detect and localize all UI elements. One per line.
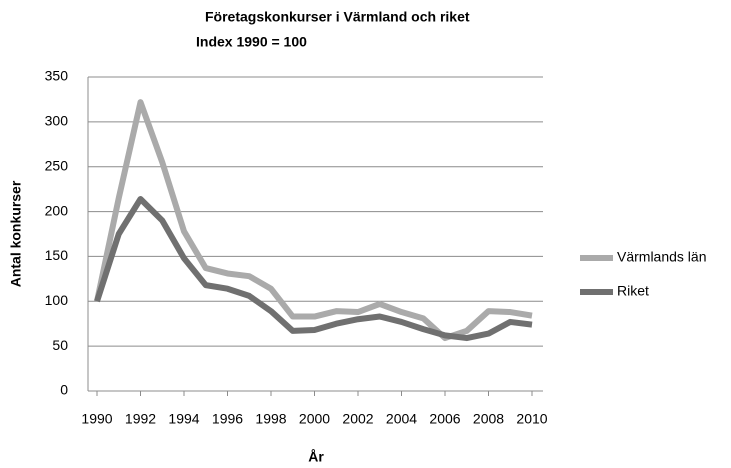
chart-title: Företagskonkurser i Värmland och riket bbox=[205, 9, 470, 25]
y-tick-label: 350 bbox=[45, 68, 69, 84]
x-tick-label: 2004 bbox=[386, 411, 417, 427]
line-series bbox=[94, 99, 533, 342]
y-tick-label: 150 bbox=[45, 247, 69, 263]
x-tick-label: 1990 bbox=[81, 411, 112, 427]
y-tick-label: 250 bbox=[45, 157, 69, 173]
x-tick-label: 2008 bbox=[473, 411, 504, 427]
y-axis-label: Antal konkurser bbox=[8, 180, 24, 287]
y-tick-label: 300 bbox=[45, 113, 69, 129]
legend-label: Riket bbox=[617, 283, 649, 299]
x-tick-label: 2010 bbox=[516, 411, 547, 427]
x-tick-label: 1994 bbox=[168, 411, 199, 427]
x-tick-label: 1996 bbox=[212, 411, 243, 427]
x-tick-label: 2006 bbox=[429, 411, 460, 427]
y-tick-label: 100 bbox=[45, 292, 69, 308]
x-tick-label: 1992 bbox=[125, 411, 156, 427]
x-tick-label: 1998 bbox=[255, 411, 286, 427]
x-axis-label: År bbox=[308, 449, 324, 465]
y-tick-label: 0 bbox=[60, 382, 68, 398]
x-tick-label: 2000 bbox=[299, 411, 330, 427]
y-tick-label: 50 bbox=[52, 337, 68, 353]
legend-label: Värmlands län bbox=[617, 249, 707, 265]
line-series bbox=[94, 196, 533, 342]
chart-subtitle: Index 1990 = 100 bbox=[196, 34, 307, 50]
x-tick-label: 2002 bbox=[342, 411, 373, 427]
y-tick-label: 200 bbox=[45, 202, 69, 218]
